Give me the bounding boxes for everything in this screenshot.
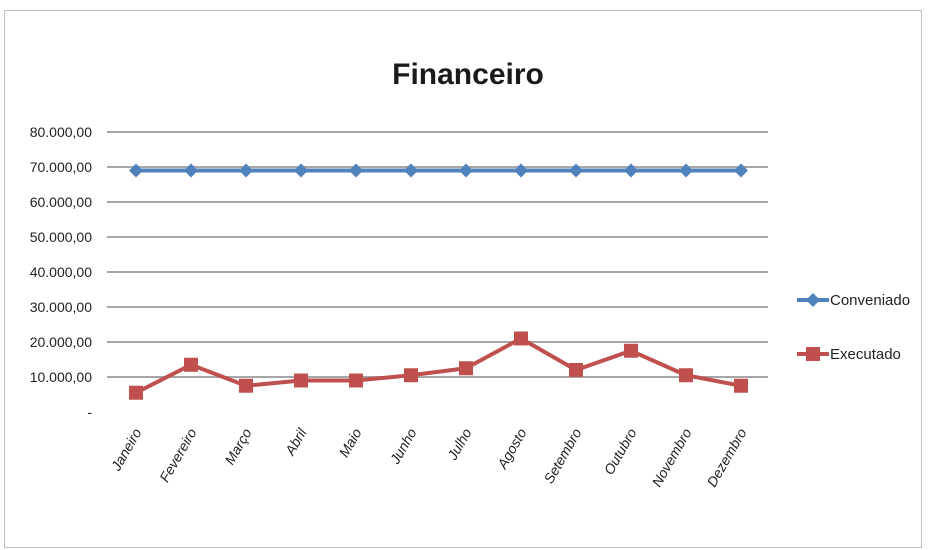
data-point (239, 378, 253, 393)
data-point (349, 163, 363, 178)
y-axis-ticks: - 10.000,00 20.000,00 30.000,00 40.000,00 50.… (30, 124, 93, 420)
data-point (734, 163, 748, 178)
x-tick-label: Novembro (648, 425, 694, 489)
y-tick-label: - (87, 404, 92, 420)
legend-label: Conveniado (830, 292, 910, 309)
data-point (184, 163, 198, 178)
x-axis-ticks: Janeiro Fevereiro Março Abril Maio Junho Julho… (107, 425, 749, 490)
data-point (129, 385, 143, 400)
x-tick-label: Outubro (600, 425, 639, 477)
legend-marker (806, 347, 820, 361)
x-tick-label: Janeiro (107, 425, 144, 474)
data-point (679, 163, 693, 178)
data-point (294, 163, 308, 178)
series-layer (129, 163, 748, 400)
x-tick-label: Setembro (540, 425, 584, 486)
y-tick-label: 80.000,00 (30, 124, 92, 140)
chart-frame (4, 10, 922, 548)
chart-title: Financeiro (392, 58, 544, 91)
x-tick-label: Agosto (493, 425, 529, 472)
data-point (184, 357, 198, 372)
data-point (514, 163, 528, 178)
x-tick-label: Março (221, 425, 254, 467)
x-tick-label: Junho (386, 425, 420, 467)
data-point (624, 163, 638, 178)
data-point (459, 163, 473, 178)
series-line-executado (135, 336, 742, 395)
data-point (129, 163, 143, 178)
y-tick-label: 60.000,00 (30, 194, 92, 210)
legend: Conveniado Executado (797, 292, 910, 363)
data-point (569, 163, 583, 178)
data-point (294, 373, 308, 388)
y-tick-label: 30.000,00 (30, 299, 92, 315)
data-point (239, 163, 253, 178)
y-tick-label: 70.000,00 (30, 159, 92, 175)
legend-label: Executado (830, 346, 901, 363)
data-point (349, 373, 363, 388)
data-point (734, 378, 748, 393)
data-point (679, 368, 693, 383)
y-tick-label: 10.000,00 (30, 369, 92, 385)
x-tick-label: Dezembro (703, 425, 749, 489)
data-point (404, 163, 418, 178)
gridlines (107, 131, 768, 378)
data-point (514, 331, 528, 346)
x-tick-label: Abril (281, 425, 310, 459)
data-point (404, 368, 418, 383)
data-point (624, 343, 638, 358)
x-tick-label: Maio (336, 425, 365, 459)
y-tick-label: 20.000,00 (30, 334, 92, 350)
y-tick-label: 50.000,00 (30, 229, 92, 245)
legend-marker (806, 293, 820, 307)
data-point (459, 361, 473, 376)
x-tick-label: Julho (444, 425, 475, 463)
data-point (569, 363, 583, 377)
y-tick-label: 40.000,00 (30, 264, 92, 280)
x-tick-label: Fevereiro (156, 425, 200, 484)
